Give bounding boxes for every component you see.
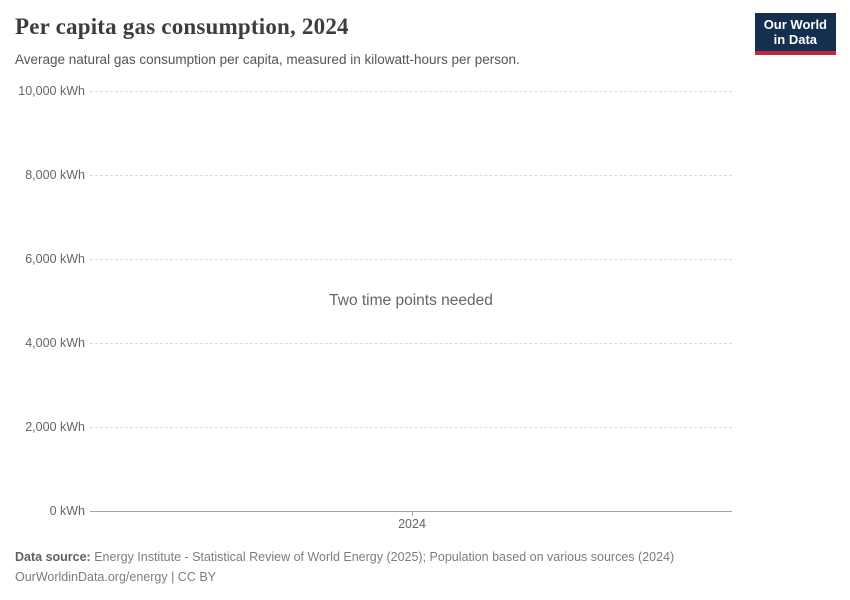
license-text: OurWorldinData.org/energy | CC BY [15,570,217,584]
page-title: Per capita gas consumption, 2024 [15,14,349,39]
license-line[interactable]: OurWorldinData.org/energy | CC BY [15,567,725,587]
y-axis-tick-label: 8,000 kWh [25,168,85,182]
y-axis-tick-label: 10,000 kWh [18,84,85,98]
gridline [90,175,732,176]
gridline [90,91,732,92]
y-axis-tick-label: 4,000 kWh [25,336,85,350]
x-axis-tick-label: 2024 [398,517,426,531]
owid-logo-line2: in Data [773,32,818,47]
y-axis-tick-label: 0 kWh [49,504,85,518]
data-source-line: Data source: Energy Institute - Statisti… [15,547,725,567]
chart-subtitle: Average natural gas consumption per capi… [15,52,520,67]
y-axis-tick-label: 2,000 kWh [25,420,85,434]
data-source-text: Energy Institute - Statistical Review of… [90,550,675,564]
y-axis-tick-label: 6,000 kWh [25,252,85,266]
data-source-label: Data source: [15,550,91,564]
gridline [90,343,732,344]
chart-footer: Data source: Energy Institute - Statisti… [15,547,725,587]
empty-state-message: Two time points needed [329,292,493,309]
gridline [90,427,732,428]
x-axis-tick [412,511,413,516]
owid-logo-line1: Our World [763,17,827,32]
owid-logo[interactable]: Our World in Data [754,13,836,55]
x-axis-line [90,511,732,512]
gridline [90,259,732,260]
